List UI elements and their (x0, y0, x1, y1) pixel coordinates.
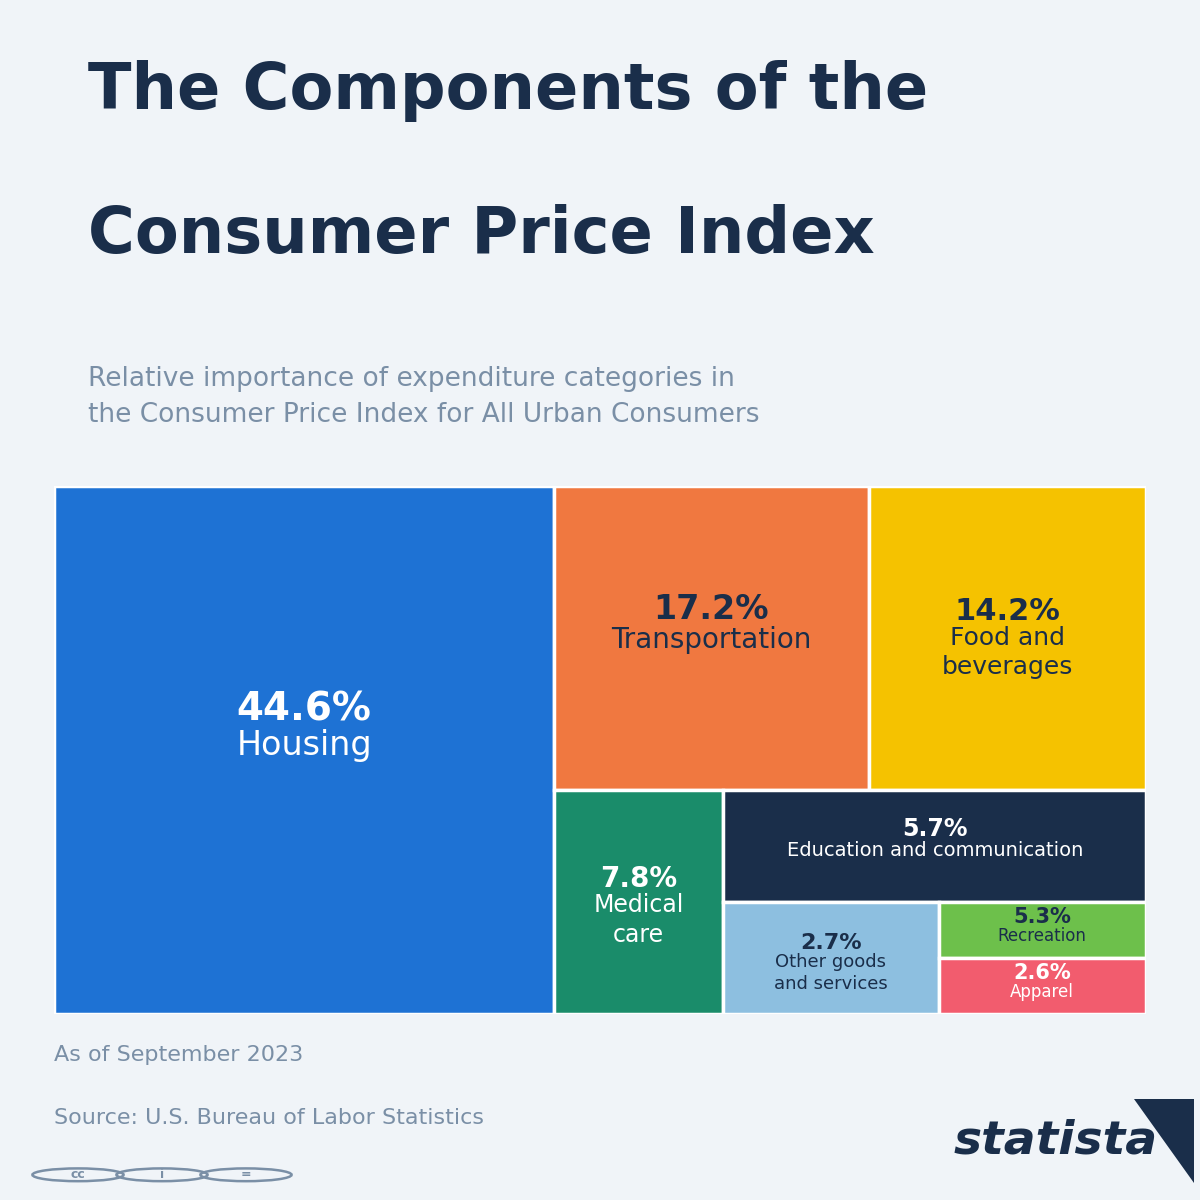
Text: Food and
beverages: Food and beverages (942, 625, 1073, 679)
Polygon shape (1134, 1099, 1194, 1183)
Text: 2.7%: 2.7% (800, 934, 862, 953)
Bar (54, 486, 554, 1014)
Text: Housing: Housing (236, 728, 372, 762)
Bar (554, 486, 869, 790)
Text: Source: U.S. Bureau of Labor Statistics: Source: U.S. Bureau of Labor Statistics (54, 1108, 484, 1128)
Text: Apparel: Apparel (1010, 984, 1074, 1002)
Text: =: = (241, 1169, 251, 1181)
Bar (554, 790, 724, 1014)
Text: 7.8%: 7.8% (600, 865, 677, 893)
Text: The Components of the: The Components of the (88, 60, 928, 122)
Text: Consumer Price Index: Consumer Price Index (88, 204, 875, 266)
Text: 14.2%: 14.2% (954, 596, 1061, 625)
Bar (724, 790, 1146, 901)
Text: Medical
care: Medical care (594, 893, 684, 947)
Bar (869, 486, 1146, 790)
Bar (724, 901, 938, 1014)
Text: cc: cc (71, 1169, 85, 1181)
Text: 5.7%: 5.7% (902, 817, 967, 841)
Text: 17.2%: 17.2% (654, 593, 769, 625)
Text: Relative importance of expenditure categories in
the Consumer Price Index for Al: Relative importance of expenditure categ… (88, 366, 760, 428)
Text: Recreation: Recreation (998, 928, 1087, 946)
Text: Other goods
and services: Other goods and services (774, 953, 888, 994)
Bar (938, 901, 1146, 958)
Text: As of September 2023: As of September 2023 (54, 1045, 304, 1066)
Text: 5.3%: 5.3% (1013, 907, 1072, 928)
Text: i: i (160, 1169, 164, 1181)
Text: statista: statista (954, 1118, 1158, 1164)
Bar (938, 958, 1146, 1014)
Text: 2.6%: 2.6% (1013, 964, 1072, 984)
Text: Education and communication: Education and communication (786, 841, 1082, 860)
Text: 44.6%: 44.6% (236, 691, 372, 728)
Text: Transportation: Transportation (611, 625, 811, 654)
